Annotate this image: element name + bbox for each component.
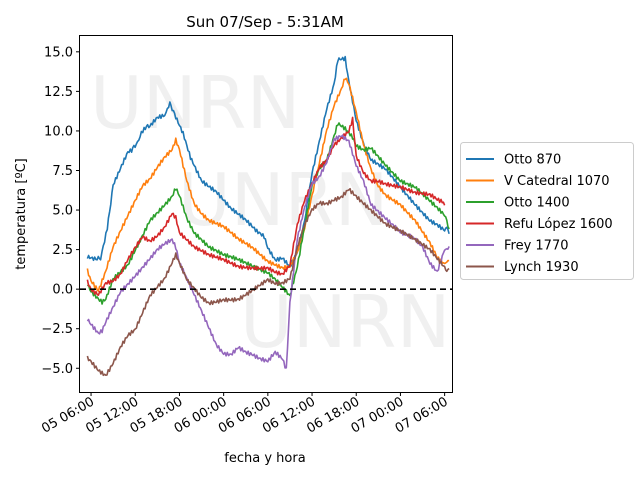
y-tick-label: 7.5	[52, 164, 73, 179]
watermark-text: UNRN	[90, 61, 300, 145]
legend-label: V Catedral 1070	[504, 174, 610, 189]
legend-label: Refu López 1600	[504, 217, 613, 232]
plot-area-frame	[79, 35, 453, 393]
series-line	[86, 77, 450, 292]
series-line	[86, 187, 450, 377]
legend-label: Lynch 1930	[504, 260, 579, 275]
y-axis: −5.0 −2.5 0.0 2.5 5.0 7.5 10.0 12.5 15.0	[41, 45, 80, 377]
y-tick-label: −5.0	[41, 362, 73, 377]
series-line	[86, 122, 450, 305]
series-line	[86, 134, 450, 369]
y-tick-label: 5.0	[52, 204, 73, 219]
y-tick-label: 15.0	[44, 45, 73, 60]
y-tick-label: 10.0	[44, 124, 73, 139]
x-axis-label: fecha y hora	[224, 451, 305, 466]
y-tick-label: 2.5	[52, 243, 73, 258]
watermark-text: UNRN	[178, 158, 388, 242]
y-tick-label: 12.5	[44, 85, 73, 100]
legend: Otto 870 V Catedral 1070 Otto 1400 Refu Lóp…	[460, 142, 634, 280]
legend-label: Otto 1400	[504, 196, 570, 211]
legend-label: Otto 870	[504, 153, 561, 168]
watermark-layer: UNRN UNRN UNRN	[90, 61, 450, 364]
y-tick-label: 0.0	[52, 283, 73, 298]
watermark-text: UNRN	[240, 280, 450, 364]
y-axis-label: temperatura [ºC]	[14, 158, 29, 269]
series-line	[86, 116, 446, 297]
legend-label: Frey 1770	[504, 239, 569, 254]
y-tick-label: −2.5	[41, 322, 73, 337]
legend-box	[460, 142, 634, 280]
chart-title: Sun 07/Sep - 5:31AM	[186, 13, 344, 31]
series-layer	[86, 55, 450, 377]
series-line	[86, 55, 450, 268]
